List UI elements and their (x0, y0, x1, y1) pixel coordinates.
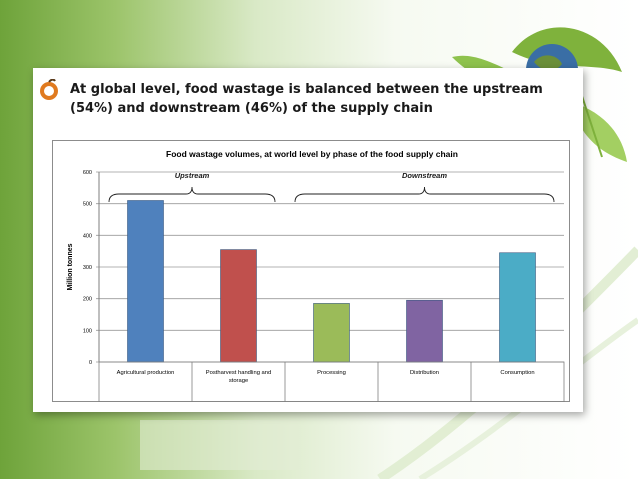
slide-title: At global level, food wastage is balance… (70, 82, 543, 116)
y-tick-label: 0 (89, 360, 92, 366)
food-wastage-chart: Food wastage volumes, at world level by … (52, 140, 570, 402)
y-axis-label: Million tonnes (67, 243, 74, 290)
y-tick-label: 600 (83, 170, 92, 176)
x-tick-label: storage (229, 378, 248, 384)
bar (406, 299, 443, 363)
group-label: Upstream (175, 171, 210, 180)
chart-title: Food wastage volumes, at world level by … (166, 149, 458, 159)
y-tick-label: 300 (83, 265, 92, 271)
y-tick-label: 200 (83, 297, 92, 303)
group-label: Downstream (402, 171, 447, 180)
group-brace (108, 186, 276, 203)
group-brace (294, 186, 555, 203)
bar (499, 252, 536, 363)
category-axis-box (98, 361, 565, 402)
x-tick-label: Postharvest handling and (206, 370, 271, 376)
y-tick-label: 500 (83, 202, 92, 208)
x-tick-label: Distribution (410, 370, 439, 376)
x-tick-label: Consumption (500, 370, 534, 376)
y-tick-label: 400 (83, 233, 92, 239)
x-tick-label: Agricultural production (117, 370, 175, 376)
bar (127, 200, 164, 363)
apple-logo-icon (40, 79, 58, 100)
x-tick-label: Processing (317, 370, 346, 376)
bar (220, 249, 257, 363)
bar (313, 303, 350, 363)
y-tick-label: 100 (83, 328, 92, 334)
